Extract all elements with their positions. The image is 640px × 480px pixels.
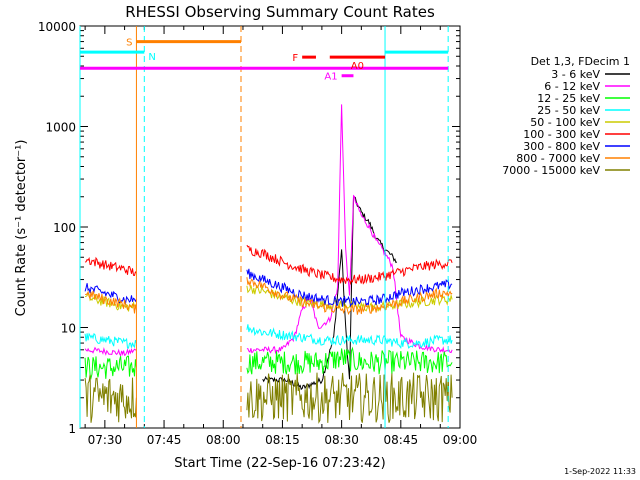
y-tick-label: 1000 bbox=[45, 121, 76, 135]
flag-label-A1: A1 bbox=[324, 72, 337, 83]
y-tick-label: 1 bbox=[68, 422, 76, 436]
series-line-12-25keV bbox=[84, 355, 137, 380]
series-line-800-7000keV bbox=[84, 290, 137, 314]
legend-label: 7000 - 15000 keV bbox=[502, 164, 600, 177]
series-line-25-50keV bbox=[84, 332, 137, 349]
legend-label: 12 - 25 keV bbox=[537, 92, 600, 105]
legend-label: 50 - 100 keV bbox=[530, 116, 600, 129]
legend-label: 3 - 6 keV bbox=[551, 68, 600, 81]
y-tick-label: 10000 bbox=[38, 20, 76, 34]
series-line-300-800keV bbox=[84, 283, 137, 305]
plot-area: 07:30 07:45 08:00 08:15 08:30 08:45 09:00 1 10 10… bbox=[38, 20, 477, 447]
series-line-6-12keV bbox=[84, 346, 137, 357]
flag-label-A0: A0 bbox=[351, 61, 364, 72]
chart-title: RHESSI Observing Summary Count Rates bbox=[125, 3, 435, 21]
series-line-6-12keV bbox=[246, 104, 453, 355]
plot-frame bbox=[79, 25, 461, 429]
series-line-25-50keV bbox=[246, 324, 453, 350]
x-tick-label: 07:45 bbox=[147, 433, 182, 447]
series-line-50-100keV bbox=[246, 284, 453, 312]
legend-label: 100 - 300 keV bbox=[523, 128, 600, 141]
x-axis-label: Start Time (22-Sep-16 07:23:42) bbox=[174, 456, 385, 471]
flag-label-N: N bbox=[148, 52, 155, 63]
x-tick-label: 09:00 bbox=[443, 433, 478, 447]
series-line-300-800keV bbox=[246, 268, 453, 308]
legend-title: Det 1,3, FDecim 1 bbox=[531, 55, 630, 68]
series-line-7000-15000keV bbox=[246, 372, 453, 424]
y-axis-label: Count Rate (s⁻¹ detector⁻¹) bbox=[14, 140, 29, 317]
series-line-12-25keV bbox=[246, 346, 453, 375]
series-line-7000-15000keV bbox=[84, 374, 137, 423]
footer-timestamp: 1-Sep-2022 11:33 bbox=[564, 467, 636, 476]
flag-label-F: F bbox=[292, 53, 298, 64]
y-tick-label: 10 bbox=[61, 322, 76, 336]
flag-label-S: S bbox=[126, 38, 132, 49]
legend-label: 25 - 50 keV bbox=[537, 104, 600, 117]
x-tick-label: 08:00 bbox=[206, 433, 241, 447]
legend-label: 6 - 12 keV bbox=[544, 80, 600, 93]
x-tick-label: 08:15 bbox=[265, 433, 300, 447]
y-tick-label: 100 bbox=[53, 221, 76, 235]
series-line-50-100keV bbox=[84, 292, 137, 312]
legend-label: 300 - 800 keV bbox=[523, 140, 600, 153]
x-tick-label: 07:30 bbox=[88, 433, 123, 447]
legend-label: 800 - 7000 keV bbox=[516, 152, 600, 165]
series-line-100-300keV bbox=[84, 256, 137, 276]
series-line-800-7000keV bbox=[246, 277, 453, 316]
x-tick-label: 08:45 bbox=[384, 433, 419, 447]
x-tick-label: 08:30 bbox=[324, 433, 359, 447]
series-line-100-300keV bbox=[246, 244, 453, 286]
